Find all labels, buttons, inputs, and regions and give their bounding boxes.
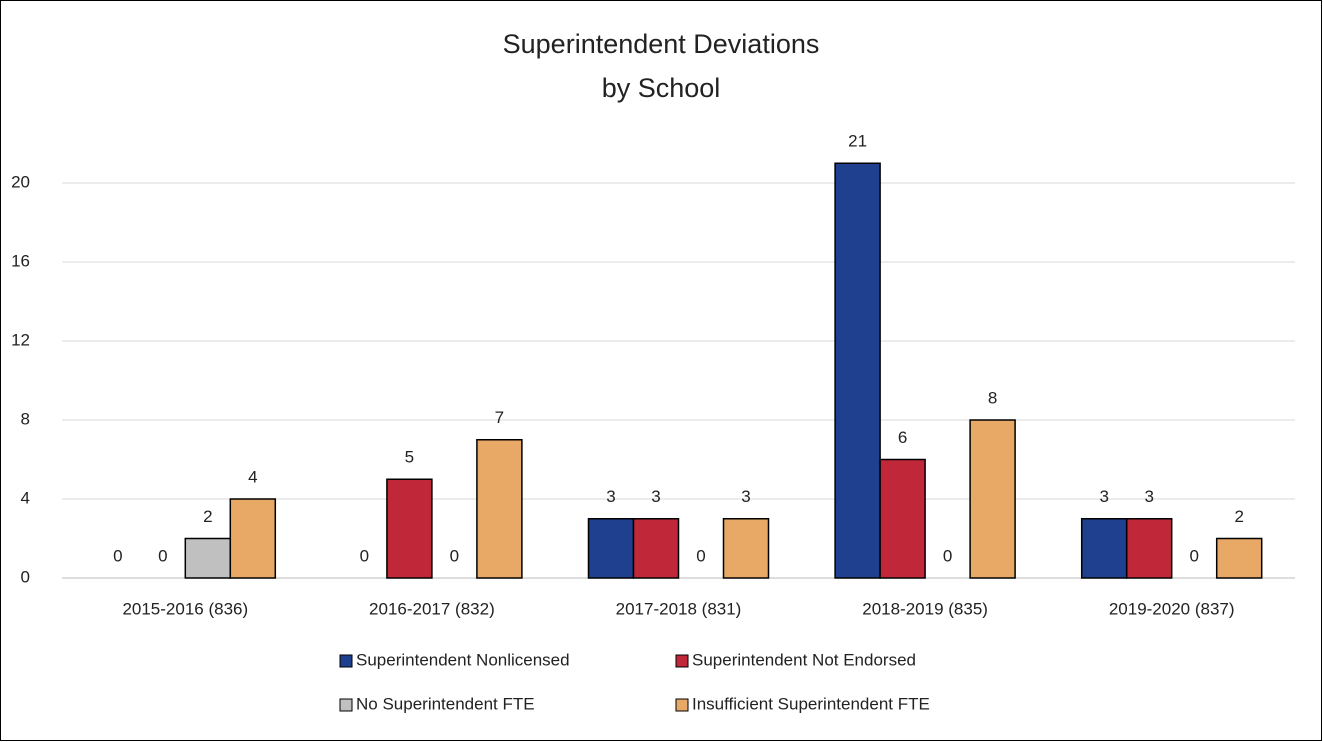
data-label: 0: [113, 546, 122, 565]
data-label: 4: [248, 467, 257, 486]
chart-title: Superintendent Deviations: [503, 29, 820, 59]
legend-swatch: [675, 698, 689, 712]
data-label: 0: [360, 546, 369, 565]
data-label: 3: [651, 487, 660, 506]
data-label: 2: [203, 507, 212, 526]
data-label: 0: [1189, 546, 1198, 565]
bar: [1080, 518, 1128, 579]
data-label: 8: [988, 388, 997, 407]
legend-label: Superintendent Not Endorsed: [692, 650, 916, 669]
data-label: 3: [741, 487, 750, 506]
data-label: 21: [848, 132, 867, 151]
bar: [1215, 537, 1263, 579]
data-label: 3: [606, 487, 615, 506]
y-tick-label: 16: [11, 251, 30, 270]
data-label: 6: [898, 428, 907, 447]
bar: [834, 162, 881, 579]
bar: [969, 419, 1016, 579]
x-tick-label: 2015-2016 (836): [122, 599, 248, 618]
legend-swatch: [339, 654, 353, 668]
bar: [632, 518, 680, 579]
x-tick-label: 2016-2017 (832): [369, 599, 495, 618]
y-tick-label: 20: [11, 172, 30, 191]
data-label: 7: [495, 408, 504, 427]
x-tick-label: 2017-2018 (831): [616, 599, 742, 618]
bar: [184, 537, 232, 579]
x-tick-label: 2019-2020 (837): [1109, 599, 1235, 618]
y-tick-label: 4: [21, 488, 30, 507]
data-label: 2: [1234, 507, 1243, 526]
x-tick-label: 2018-2019 (835): [862, 599, 988, 618]
y-tick-label: 12: [11, 330, 30, 349]
data-label: 0: [943, 546, 952, 565]
bar: [722, 518, 770, 579]
bar: [879, 458, 926, 579]
y-tick-label: 8: [21, 409, 30, 428]
data-label: 0: [158, 546, 167, 565]
chart-title: by School: [602, 73, 721, 103]
bar: [229, 498, 277, 579]
bar: [476, 439, 523, 579]
y-tick-label: 0: [21, 567, 30, 586]
data-label: 3: [1099, 487, 1108, 506]
bar: [386, 478, 433, 579]
bar: [1125, 518, 1173, 579]
data-label: 0: [696, 546, 705, 565]
legend-label: No Superintendent FTE: [356, 694, 535, 713]
legend-swatch: [675, 654, 689, 668]
data-label: 3: [1144, 487, 1153, 506]
legend-label: Superintendent Nonlicensed: [356, 650, 570, 669]
legend-swatch: [339, 698, 353, 712]
data-label: 0: [450, 546, 459, 565]
data-label: 5: [405, 448, 414, 467]
bar: [587, 518, 635, 579]
legend-label: Insufficient Superintendent FTE: [692, 694, 930, 713]
